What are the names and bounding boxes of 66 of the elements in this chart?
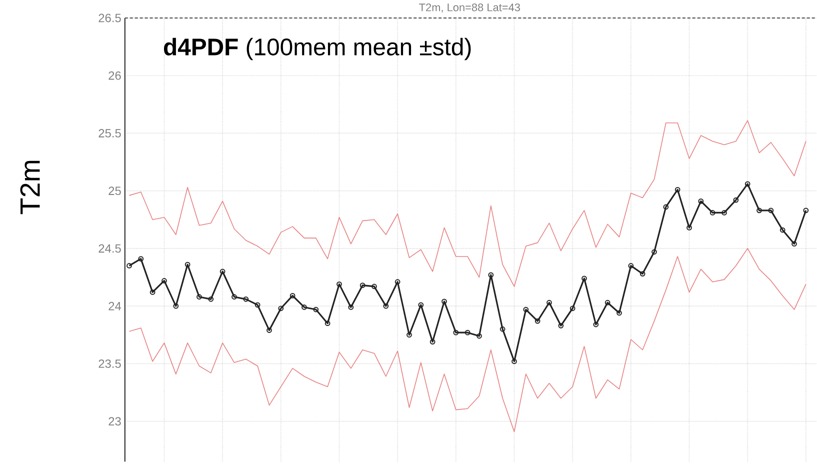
y-tick-label: 24 bbox=[108, 302, 122, 310]
point bbox=[546, 300, 552, 306]
point bbox=[744, 180, 750, 186]
point bbox=[604, 300, 610, 306]
point bbox=[500, 326, 506, 332]
point bbox=[464, 330, 470, 336]
point bbox=[324, 320, 330, 326]
point bbox=[302, 304, 307, 310]
y-tick-label: 26 bbox=[108, 71, 121, 80]
point bbox=[582, 275, 587, 281]
y-tick-label: 24.5 bbox=[98, 244, 121, 252]
point bbox=[722, 210, 727, 216]
point bbox=[756, 208, 762, 213]
annotation: d4PDF (100mem mean ±std) bbox=[164, 38, 471, 60]
point bbox=[733, 197, 739, 203]
point bbox=[558, 322, 564, 328]
point bbox=[162, 278, 167, 284]
point bbox=[442, 298, 447, 304]
line-series bbox=[128, 120, 806, 287]
point bbox=[383, 303, 389, 309]
y-tick-label: 25.5 bbox=[98, 128, 121, 138]
point bbox=[593, 322, 599, 327]
point bbox=[453, 330, 459, 336]
point bbox=[674, 186, 680, 192]
point bbox=[686, 224, 692, 230]
point bbox=[394, 278, 400, 284]
point bbox=[360, 282, 366, 288]
point bbox=[278, 305, 284, 311]
point bbox=[348, 304, 354, 310]
point bbox=[663, 204, 669, 210]
point bbox=[792, 240, 797, 246]
point bbox=[476, 333, 482, 338]
point bbox=[232, 294, 237, 300]
point bbox=[652, 248, 657, 254]
point bbox=[138, 256, 144, 262]
point bbox=[488, 272, 494, 278]
point bbox=[418, 302, 424, 308]
point bbox=[313, 306, 319, 312]
point bbox=[534, 318, 540, 324]
point bbox=[243, 296, 249, 302]
point bbox=[150, 289, 156, 295]
point bbox=[208, 296, 214, 302]
point bbox=[196, 294, 202, 300]
point bbox=[220, 268, 226, 274]
point bbox=[640, 270, 646, 276]
y-tick-label: 26.5 bbox=[98, 14, 121, 22]
point bbox=[184, 262, 190, 268]
point bbox=[266, 327, 272, 333]
point bbox=[290, 292, 296, 298]
point bbox=[523, 306, 529, 312]
point bbox=[570, 305, 576, 311]
y-axis-title: T2m bbox=[20, 160, 40, 214]
point bbox=[372, 284, 377, 289]
point bbox=[254, 302, 260, 308]
y-tick-label: 23.5 bbox=[98, 359, 121, 368]
y-tick-label: 23 bbox=[108, 416, 121, 426]
point bbox=[710, 210, 716, 216]
chart-title: T2m, Lon=88 Lat=43 bbox=[419, 3, 520, 12]
point bbox=[616, 310, 622, 316]
point bbox=[768, 208, 774, 213]
point bbox=[698, 198, 704, 204]
y-tick-label: 25 bbox=[108, 186, 121, 195]
point bbox=[336, 281, 342, 287]
point bbox=[780, 227, 786, 232]
point bbox=[173, 303, 179, 309]
point bbox=[628, 262, 634, 268]
